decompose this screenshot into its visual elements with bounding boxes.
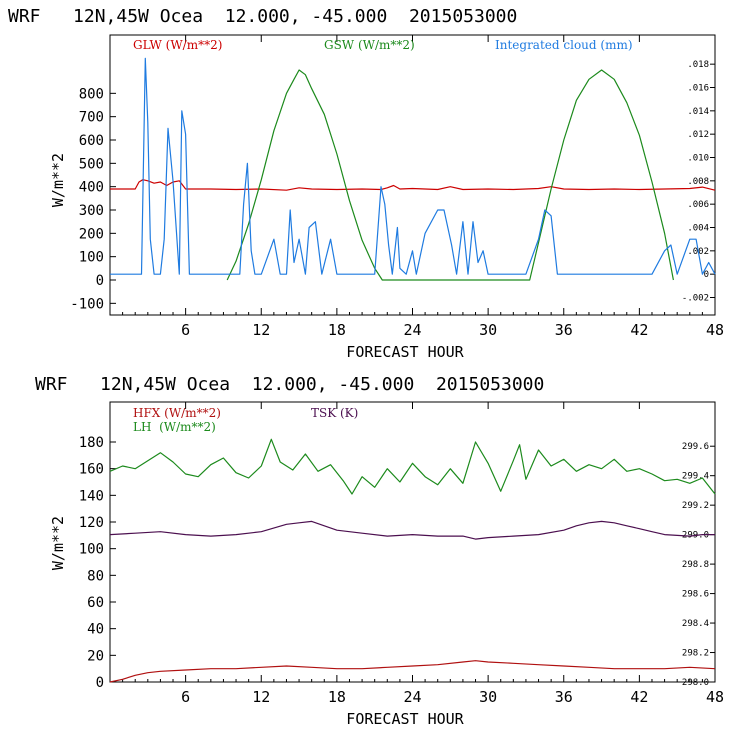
chart2-title: WRF 12N,45W Ocea 12.000, -45.000 2015053…	[35, 374, 544, 395]
chart2-y-tick-label: 0	[96, 675, 104, 691]
chart1-y-tick-label: -100	[70, 296, 104, 312]
chart2-y-right-tick-label: 298.0	[682, 678, 709, 688]
chart2-x-tick-label: 30	[479, 688, 497, 706]
chart1-y-tick-label: 500	[79, 156, 104, 172]
chart2-y-axis-label: W/m**2	[49, 516, 67, 570]
chart1-y-right-tick-label: .016	[687, 84, 709, 94]
chart1-y-tick-label: 200	[79, 226, 104, 242]
chart2-x-tick-label: 12	[252, 688, 270, 706]
chart2-y-right-tick-label: 298.8	[682, 560, 709, 570]
chart2-x-tick-label: 6	[181, 688, 190, 706]
chart1-x-tick-label: 12	[252, 321, 270, 339]
chart2-y-right-tick-label: 298.2	[682, 649, 709, 659]
chart2-x-tick-label: 24	[403, 688, 421, 706]
chart1-legend-glw: GLW (W/m**2)	[133, 38, 222, 52]
chart1-y-right-tick-label: .018	[687, 60, 709, 70]
chart1-x-tick-label: 6	[181, 321, 190, 339]
chart1-y-tick-label: 400	[79, 180, 104, 196]
chart1-y-right-tick-label: .012	[687, 130, 709, 140]
chart2-y-tick-label: 180	[79, 435, 104, 451]
chart2-y-right-tick-label: 299.4	[682, 472, 709, 482]
chart2-series-lh-line	[109, 438, 716, 495]
chart2-legend-hfx: HFX (W/m**2)	[133, 406, 221, 420]
chart1-legend-cloud: Integrated cloud (mm)	[495, 38, 633, 52]
chart2-x-axis-label: FORECAST HOUR	[346, 710, 464, 728]
chart1-y-axis-label: W/m**2	[49, 153, 67, 207]
chart1-series-gsw-line	[226, 69, 674, 281]
chart1-y-right-tick-label: -.002	[682, 294, 709, 304]
chart2-x-tick-label: 42	[630, 688, 648, 706]
chart1-x-tick-label: 36	[555, 321, 573, 339]
chart2-y-tick-label: 120	[79, 515, 104, 531]
chart1-x-tick-label: 18	[328, 321, 346, 339]
chart1-y-tick-label: 100	[79, 250, 104, 266]
chart1-y-tick-label: 800	[79, 86, 104, 102]
chart1-y-right-tick-label: .006	[687, 200, 709, 210]
chart1-y-right-tick-label: .004	[687, 224, 709, 234]
chart1-legend-gsw: GSW (W/m**2)	[324, 38, 415, 52]
chart2-x-tick-label: 36	[555, 688, 573, 706]
chart2-x-tick-label: 18	[328, 688, 346, 706]
chart2-y-right-tick-label: 298.4	[682, 619, 709, 629]
chart2-frame	[109, 401, 716, 683]
chart2-series-tsk-line	[109, 520, 715, 540]
chart1-y-right-tick-label: .008	[687, 177, 709, 187]
chart1-x-tick-label: 24	[403, 321, 421, 339]
chart2-y-tick-label: 20	[87, 648, 104, 664]
chart2-y-tick-label: 40	[87, 622, 104, 638]
chart1-title: WRF 12N,45W Ocea 12.000, -45.000 2015053…	[8, 6, 517, 27]
chart2-y-tick-label: 60	[87, 595, 104, 611]
chart2-series-hfx-line	[109, 660, 716, 683]
chart1-frame	[109, 34, 716, 316]
chart2-y-right-tick-label: 299.6	[682, 442, 709, 452]
chart1-y-tick-label: 300	[79, 203, 104, 219]
chart1-y-right-tick-label: .010	[687, 154, 709, 164]
chart2-legend-lh: LH (W/m**2)	[133, 420, 216, 434]
chart1-series-glw-line	[110, 179, 716, 191]
chart2-y-tick-label: 160	[79, 462, 104, 478]
chart2-x-tick-label: 48	[706, 688, 724, 706]
chart1-x-tick-label: 42	[630, 321, 648, 339]
chart1-x-tick-label: 48	[706, 321, 724, 339]
chart1-x-tick-label: 30	[479, 321, 497, 339]
chart1-series-integrated-line	[110, 57, 716, 275]
chart1-y-tick-label: 600	[79, 133, 104, 149]
chart2-y-tick-label: 140	[79, 488, 104, 504]
chart2-y-tick-label: 80	[87, 568, 104, 584]
chart2-legend-tsk: TSK (K)	[311, 406, 358, 420]
chart2-y-tick-label: 100	[79, 542, 104, 558]
chart1-y-tick-label: 0	[96, 273, 104, 289]
chart1-y-right-tick-label: .014	[687, 107, 709, 117]
chart1-x-axis-label: FORECAST HOUR	[346, 343, 464, 361]
chart2-y-right-tick-label: 298.6	[682, 590, 709, 600]
chart1-y-tick-label: 700	[79, 110, 104, 126]
chart2-y-right-tick-label: 299.2	[682, 501, 709, 511]
chart1-y-right-tick-label: 0	[704, 270, 709, 280]
